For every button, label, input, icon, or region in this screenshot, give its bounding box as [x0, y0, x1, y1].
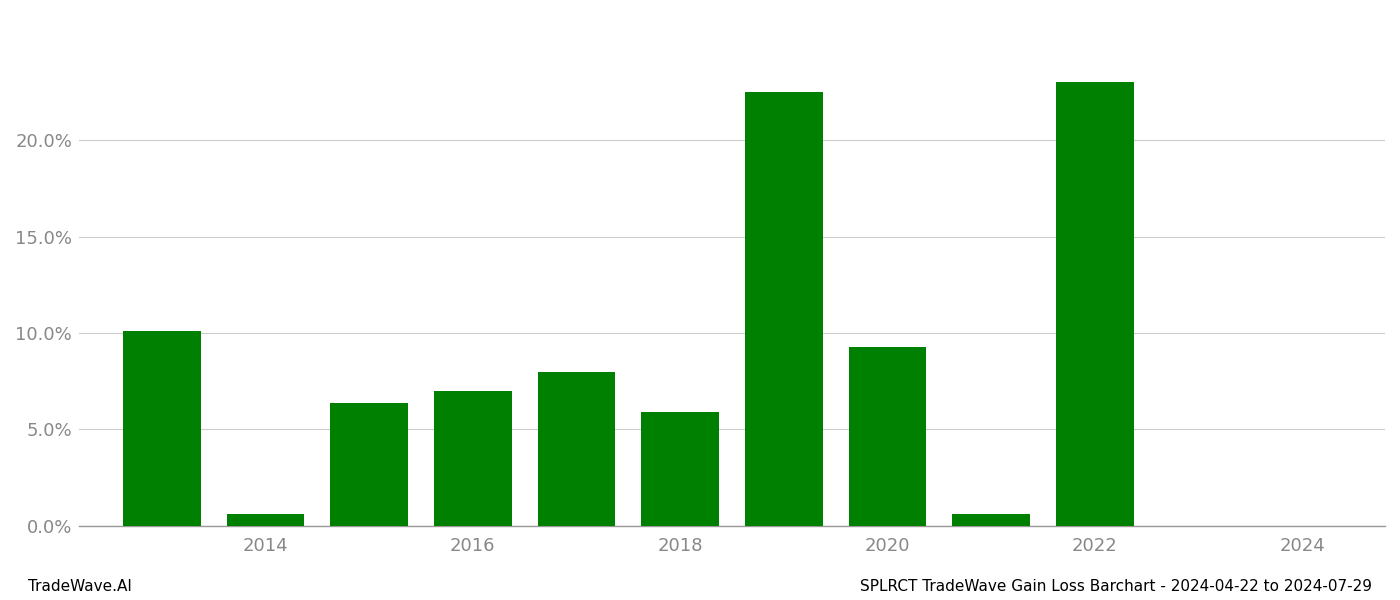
Bar	[952, 514, 1030, 526]
Bar	[641, 412, 720, 526]
Bar	[745, 92, 823, 526]
Bar	[330, 403, 407, 526]
Bar	[227, 514, 304, 526]
Bar	[538, 371, 616, 526]
Bar	[848, 347, 927, 526]
Bar	[1056, 82, 1134, 526]
Text: SPLRCT TradeWave Gain Loss Barchart - 2024-04-22 to 2024-07-29: SPLRCT TradeWave Gain Loss Barchart - 20…	[860, 579, 1372, 594]
Bar	[123, 331, 200, 526]
Text: TradeWave.AI: TradeWave.AI	[28, 579, 132, 594]
Bar	[434, 391, 512, 526]
